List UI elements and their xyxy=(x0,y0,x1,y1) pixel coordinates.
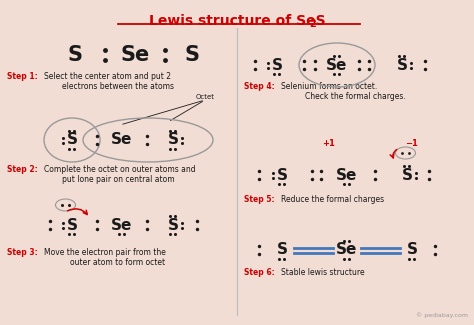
Text: put lone pair on central atom: put lone pair on central atom xyxy=(62,175,174,184)
Text: Select the center atom and put 2: Select the center atom and put 2 xyxy=(44,72,171,81)
Text: Selenium forms an octet.: Selenium forms an octet. xyxy=(281,82,377,91)
Text: S: S xyxy=(167,217,179,232)
Text: −1: −1 xyxy=(406,138,419,148)
Text: Step 1:: Step 1: xyxy=(7,72,38,81)
Text: Lewis structure of SeS: Lewis structure of SeS xyxy=(149,14,325,28)
Text: Stable lewis structure: Stable lewis structure xyxy=(281,268,365,277)
Text: Step 4:: Step 4: xyxy=(244,82,275,91)
Text: Se: Se xyxy=(120,45,150,65)
Text: S: S xyxy=(66,217,78,232)
Text: Step 5:: Step 5: xyxy=(244,195,274,204)
Text: Check the formal charges.: Check the formal charges. xyxy=(305,92,405,101)
Text: Step 3:: Step 3: xyxy=(7,248,38,257)
Text: S: S xyxy=(396,58,408,72)
Text: S: S xyxy=(276,167,288,183)
Text: S: S xyxy=(276,242,288,257)
Text: Se: Se xyxy=(337,242,358,257)
Text: S: S xyxy=(67,45,82,65)
Text: Step 2:: Step 2: xyxy=(7,165,38,174)
FancyArrowPatch shape xyxy=(390,150,397,158)
Text: Se: Se xyxy=(337,167,358,183)
Text: Complete the octet on outer atoms and: Complete the octet on outer atoms and xyxy=(44,165,196,174)
Text: Se: Se xyxy=(326,58,348,72)
Text: Step 6:: Step 6: xyxy=(244,268,275,277)
Text: 2: 2 xyxy=(310,19,316,29)
Text: S: S xyxy=(167,133,179,148)
Text: Octet: Octet xyxy=(196,94,215,100)
Text: Se: Se xyxy=(111,133,133,148)
Text: Reduce the formal charges: Reduce the formal charges xyxy=(281,195,384,204)
Text: © pediabay.com: © pediabay.com xyxy=(416,312,468,318)
Text: S: S xyxy=(272,58,283,72)
Text: outer atom to form octet: outer atom to form octet xyxy=(71,258,165,267)
Text: Move the electron pair from the: Move the electron pair from the xyxy=(44,248,166,257)
Text: +1: +1 xyxy=(323,138,336,148)
FancyArrowPatch shape xyxy=(67,209,87,214)
Text: Se: Se xyxy=(111,217,133,232)
Text: S: S xyxy=(401,167,412,183)
Text: electrons between the atoms: electrons between the atoms xyxy=(62,82,174,91)
Text: S: S xyxy=(407,242,418,257)
Text: S: S xyxy=(184,45,200,65)
Text: S: S xyxy=(66,133,78,148)
